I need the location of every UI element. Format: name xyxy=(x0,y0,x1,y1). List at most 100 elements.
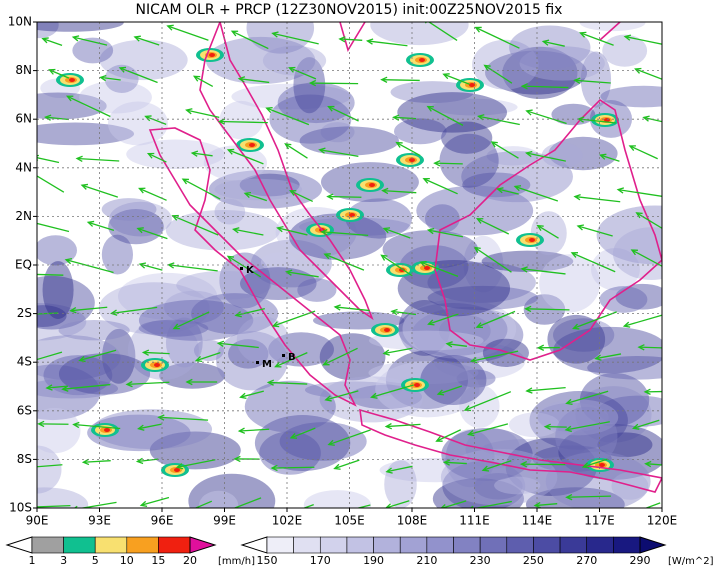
cloud xyxy=(37,445,62,494)
wind-arrow xyxy=(623,34,662,45)
cloud xyxy=(149,431,241,470)
arrow-shaft xyxy=(272,32,319,45)
cloud xyxy=(297,278,337,302)
arrow-shaft xyxy=(339,38,363,41)
arrow-head xyxy=(271,31,279,38)
cloud xyxy=(379,458,491,483)
colorbar-box xyxy=(506,536,534,554)
arrow-shaft xyxy=(290,427,316,439)
cloud xyxy=(596,205,662,265)
arrow-shaft xyxy=(543,40,565,47)
arrow-head xyxy=(435,436,443,442)
arrow-head xyxy=(322,359,330,366)
arrow-head xyxy=(333,304,341,311)
arrow-head xyxy=(185,108,193,115)
arrow-shaft xyxy=(67,95,111,118)
arrow-shaft xyxy=(277,227,308,236)
rain-cell xyxy=(409,158,415,162)
arrow-shaft xyxy=(573,311,617,330)
y-label: EQ xyxy=(15,258,32,272)
arrow-shaft xyxy=(624,35,662,45)
wind-arrow xyxy=(644,502,661,508)
arrow-shaft xyxy=(49,69,70,79)
cloud xyxy=(463,235,504,293)
wind-arrow xyxy=(192,75,214,88)
arrow-head xyxy=(365,38,374,45)
arrow-head xyxy=(579,31,587,38)
wind-arrow xyxy=(226,255,261,278)
arrow-head xyxy=(573,77,581,84)
arrow-shaft xyxy=(629,145,658,160)
arrow-shaft xyxy=(526,386,566,392)
precip-field xyxy=(56,48,619,477)
wind-arrow xyxy=(326,193,362,200)
colorbar-end xyxy=(639,536,667,554)
arrow-shaft xyxy=(271,466,315,469)
cloud xyxy=(42,261,74,320)
arrow-head xyxy=(427,319,435,326)
wind-arrow xyxy=(382,347,413,356)
cloud xyxy=(486,146,539,166)
wind-arrow xyxy=(284,269,319,278)
wind-arrow xyxy=(632,419,660,430)
arrow-shaft xyxy=(219,120,268,124)
arrow-head xyxy=(637,344,645,351)
arrow-shaft xyxy=(578,118,617,124)
arrow-head xyxy=(469,505,474,508)
colorbar-label: 20 xyxy=(183,554,197,567)
arrow-shaft xyxy=(428,313,459,325)
arrow-shaft xyxy=(285,143,308,159)
arrow-head xyxy=(323,253,331,260)
cloud xyxy=(87,414,191,452)
y-label: 6N xyxy=(15,112,32,126)
arrow-head xyxy=(233,455,241,463)
cloud xyxy=(545,451,651,508)
arrow-shaft xyxy=(386,465,413,473)
wind-arrow xyxy=(338,36,363,43)
colorbar-box xyxy=(158,536,191,554)
arrow-head xyxy=(572,323,580,330)
wind-arrow xyxy=(175,459,216,470)
wind-arrow xyxy=(426,227,464,238)
arrow-shaft xyxy=(289,67,317,80)
cloud xyxy=(612,227,662,281)
wind-arrow xyxy=(37,222,70,233)
wind-arrow xyxy=(382,227,411,239)
cloud xyxy=(37,92,107,120)
arrow-head xyxy=(490,141,498,148)
wind-arrow xyxy=(543,423,567,430)
cloud xyxy=(138,299,254,341)
arrow-shaft xyxy=(420,261,459,278)
wind-arrow xyxy=(320,229,369,237)
arrow-shaft xyxy=(319,149,359,157)
rain-cell xyxy=(249,143,255,147)
arrow-shaft xyxy=(396,142,421,157)
arrow-shaft xyxy=(88,221,115,231)
cloud xyxy=(397,92,508,133)
arrow-shaft xyxy=(145,115,167,125)
wind-arrow xyxy=(445,341,467,348)
wind-arrow xyxy=(581,458,608,469)
arrow-shaft xyxy=(618,189,662,197)
arrow-head xyxy=(630,249,638,256)
wind-arrow xyxy=(266,379,308,386)
arrow-shaft xyxy=(566,495,611,498)
arrow-head xyxy=(622,321,631,328)
cloud xyxy=(348,384,423,410)
arrow-head xyxy=(237,76,246,83)
wind-arrow xyxy=(78,349,117,363)
colorbar-box xyxy=(373,536,401,554)
cloud xyxy=(555,407,618,466)
map-title: NICAM OLR + PRCP (12Z30NOV2015) init:00Z… xyxy=(136,2,563,18)
arrow-shaft xyxy=(137,458,159,463)
cloud xyxy=(37,22,59,39)
wind-arrow xyxy=(185,108,220,118)
arrow-shaft xyxy=(385,500,410,508)
arrow-head xyxy=(71,35,80,42)
cloud xyxy=(580,51,612,108)
arrow-shaft xyxy=(381,79,420,82)
arrow-shaft xyxy=(240,390,264,398)
arrow-head xyxy=(385,467,393,474)
arrow-shaft xyxy=(464,391,512,411)
arrow-head xyxy=(483,64,491,71)
